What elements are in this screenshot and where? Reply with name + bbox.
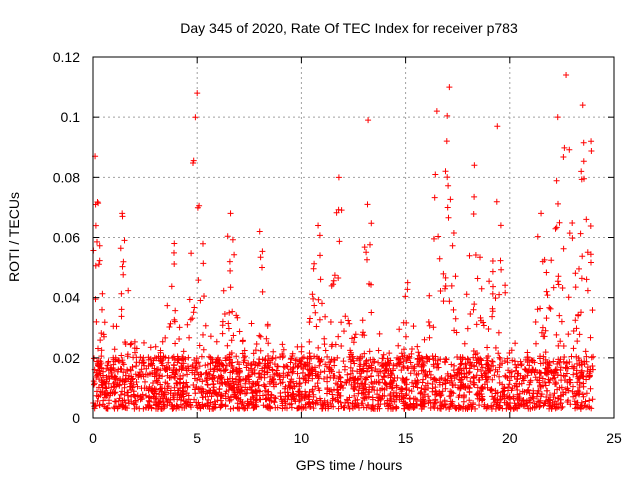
peak-point	[446, 84, 452, 90]
x-tick-labels: 0 5 10 15 20 25	[89, 430, 622, 446]
y-tick-label: 0	[72, 410, 80, 426]
y-axis-label: ROTI / TECUs	[6, 192, 22, 282]
chart-title: Day 345 of 2020, Rate Of TEC Index for r…	[180, 20, 518, 36]
peak-point	[580, 102, 586, 108]
peak-point	[405, 280, 411, 286]
roti-scatter-chart: Day 345 of 2020, Rate Of TEC Index for r…	[0, 0, 640, 480]
data-points	[90, 72, 596, 412]
peak-point	[588, 138, 594, 144]
peak-point	[228, 210, 234, 216]
peak-point	[471, 162, 477, 168]
y-tick-label: 0.04	[53, 290, 80, 306]
x-tick-label: 25	[606, 430, 622, 446]
y-tick-label: 0.06	[53, 230, 80, 246]
x-tick-label: 15	[398, 430, 414, 446]
y-tick-label: 0.12	[53, 49, 80, 65]
peak-point	[257, 228, 263, 234]
x-tick-label: 10	[294, 430, 310, 446]
peak-point	[434, 108, 440, 114]
peak-point	[563, 72, 569, 78]
peak-point	[194, 90, 200, 96]
x-axis-label: GPS time / hours	[296, 457, 403, 473]
y-tick-labels: 0 0.02 0.04 0.06 0.08 0.1 0.12	[53, 49, 80, 426]
peak-point	[336, 174, 342, 180]
peak-point	[365, 117, 371, 123]
peak-point	[555, 114, 561, 120]
y-tick-label: 0.1	[61, 109, 81, 125]
peak-point	[494, 123, 500, 129]
y-tick-label: 0.08	[53, 169, 80, 185]
y-tick-label: 0.02	[53, 350, 80, 366]
peak-point	[538, 210, 544, 216]
peak-point	[171, 241, 177, 247]
x-tick-label: 5	[193, 430, 201, 446]
x-tick-label: 0	[89, 430, 97, 446]
peak-point	[315, 222, 321, 228]
scatter-points	[90, 113, 596, 412]
x-tick-label: 20	[502, 430, 518, 446]
peak-point	[119, 210, 125, 216]
